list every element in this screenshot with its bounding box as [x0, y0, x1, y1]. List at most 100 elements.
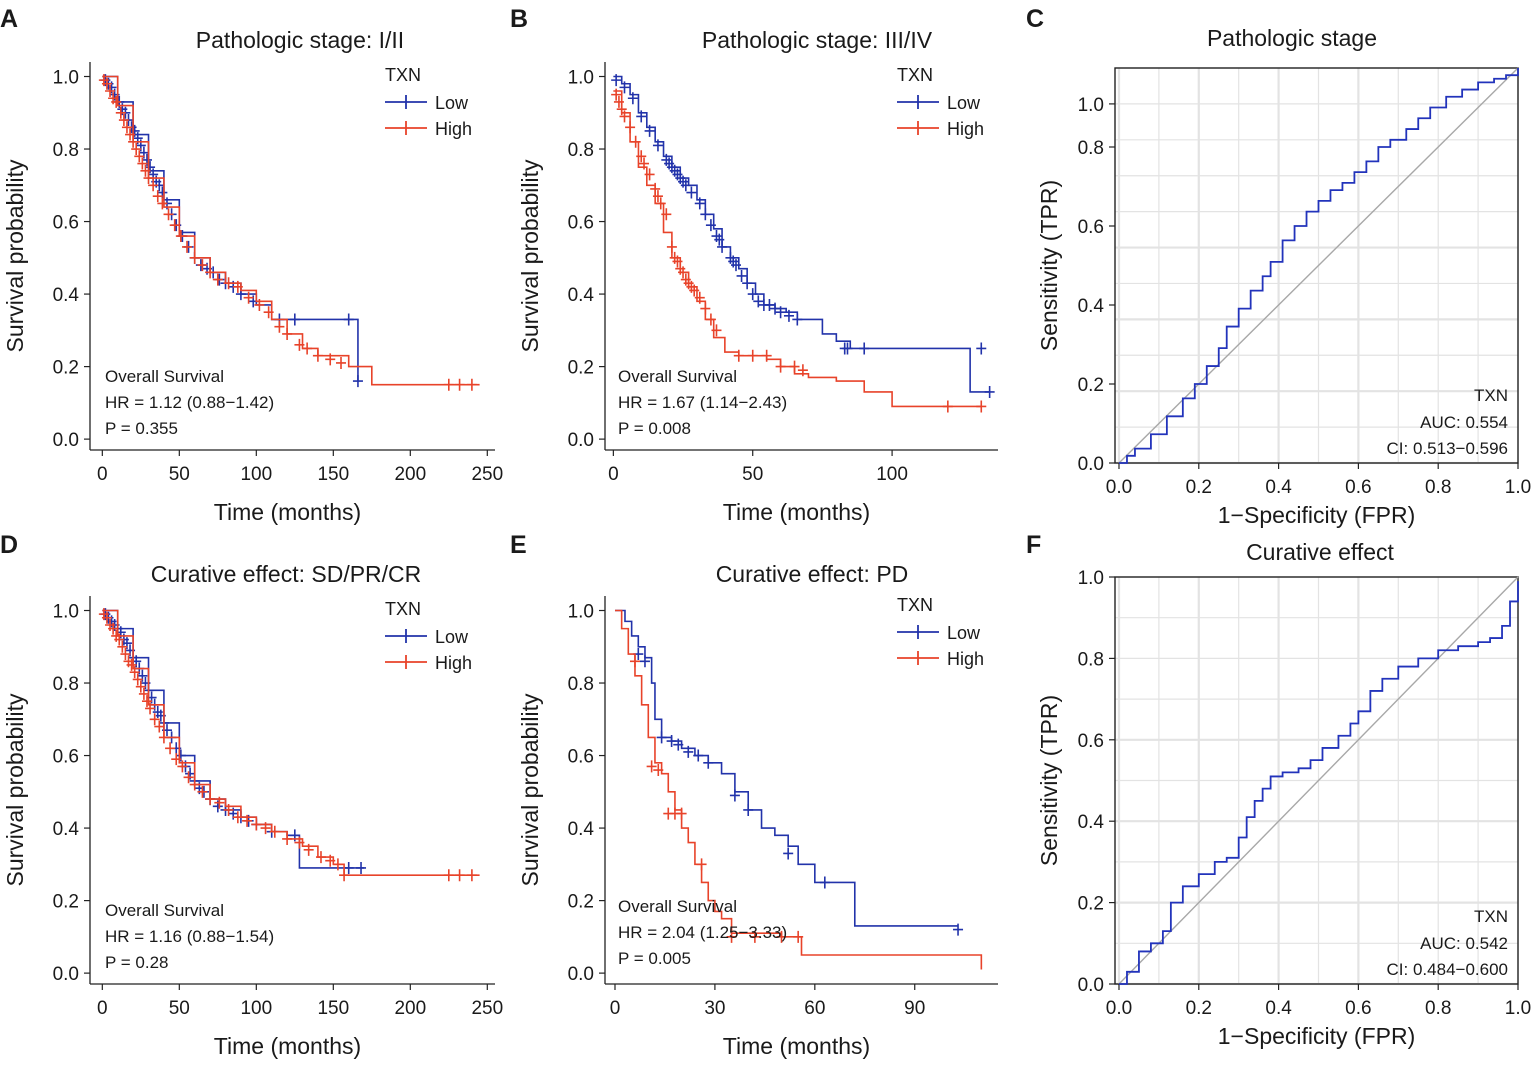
censor-mark-low [356, 861, 367, 874]
censor-mark-high [138, 687, 149, 700]
panel-d-km-plot: D Curative effect: SD/PR/CR 0.0 0.2 0.4 0.6 0.… [0, 531, 503, 1059]
censor-mark-high [625, 121, 636, 134]
y-tick-label: 0.0 [1078, 975, 1104, 996]
censor-mark-low [627, 92, 638, 105]
censor-mark-low [639, 655, 650, 668]
censor-mark-high [158, 731, 169, 744]
censor-mark-high [726, 930, 737, 943]
censor-mark-low [783, 847, 794, 860]
y-tick-label: 0.8 [53, 674, 79, 695]
chart-title: Curative effect: PD [716, 561, 909, 587]
chart-title: Curative effect [1246, 539, 1394, 565]
censor-mark-high [332, 858, 343, 871]
censor-mark-low [717, 240, 728, 253]
censor-mark-low [683, 745, 694, 758]
censor-mark-high [274, 320, 285, 333]
ci-value: CI: 0.513−0.596 [1387, 439, 1508, 458]
censor-mark-low [289, 313, 300, 326]
y-tick-label: 0.4 [1078, 812, 1105, 833]
x-tick-label: 0.2 [1186, 477, 1212, 498]
x-tick-label: 100 [240, 464, 272, 485]
censor-mark-high [242, 814, 253, 827]
censor-mark-low [619, 81, 630, 94]
censor-mark-low [747, 288, 758, 301]
panel-f-roc-plot: F Curative effect 0.0 0.2 0.4 0.6 0.8 1.0 0.0 0.2… [1026, 531, 1531, 1049]
plot-frame [1114, 67, 1519, 464]
censor-mark-high [655, 197, 666, 210]
legend-entry-high: High [947, 119, 984, 139]
censor-mark-high [175, 230, 186, 243]
censor-mark-high [197, 785, 208, 798]
censor-mark-low [343, 861, 354, 874]
km-curve-high [613, 90, 982, 408]
censor-mark-high [141, 695, 152, 708]
censor-mark-high [443, 378, 454, 391]
censor-mark-low [775, 306, 786, 319]
x-tick-label: 1.0 [1505, 998, 1531, 1019]
y-tick-label: 0.8 [53, 140, 79, 161]
auc-value: AUC: 0.554 [1420, 413, 1508, 432]
censor-mark-high [644, 168, 655, 181]
x-tick-label: 0.8 [1425, 998, 1451, 1019]
censor-mark-low [743, 803, 754, 816]
x-tick-label: 0 [97, 998, 108, 1019]
x-tick-label: 50 [169, 998, 190, 1019]
censor-mark-low [680, 179, 691, 192]
censor-mark-high [243, 291, 254, 304]
censor-mark-high [793, 930, 804, 943]
x-axis-label: 1−Specificity (FPR) [1218, 502, 1415, 528]
stats-annotation-line: HR = 1.16 (0.88−1.54) [105, 927, 274, 946]
censor-mark-low [703, 756, 714, 769]
stats-annotation-line: Overall Survival [618, 897, 737, 916]
stats-annotation-line: P = 0.28 [105, 953, 169, 972]
y-tick-label: 1.0 [568, 68, 594, 89]
x-tick-label: 0.0 [1106, 477, 1132, 498]
censor-mark-high [232, 280, 243, 293]
legend-entry-low: Low [435, 93, 469, 113]
x-tick-label: 0.0 [1106, 998, 1132, 1019]
x-tick-label: 1.0 [1505, 477, 1531, 498]
chart-title: Pathologic stage [1207, 25, 1377, 51]
censor-mark-high [619, 110, 630, 123]
y-tick-label: 0.6 [1078, 731, 1104, 752]
censor-mark-high [114, 633, 125, 646]
censor-mark-high [629, 655, 640, 668]
censor-mark-high [269, 825, 280, 838]
censor-mark-high [325, 854, 336, 867]
censor-mark-high [163, 208, 174, 221]
y-tick-label: 0.2 [53, 892, 79, 913]
x-tick-label: 30 [704, 998, 725, 1019]
y-tick-label: 0.4 [53, 819, 80, 840]
x-tick-label: 0.6 [1345, 477, 1371, 498]
censor-mark-high [129, 666, 140, 679]
censor-mark-high [171, 753, 182, 766]
y-tick-label: 0.4 [568, 819, 595, 840]
censor-mark-high [976, 400, 987, 413]
censor-mark-high [140, 164, 151, 177]
censor-mark-low [693, 749, 704, 762]
censor-mark-high [189, 778, 200, 791]
stats-annotation-line: P = 0.008 [618, 419, 691, 438]
y-tick-label: 0.0 [568, 964, 594, 985]
censor-mark-low [753, 295, 764, 308]
x-tick-label: 0 [608, 464, 619, 485]
censor-mark-low [343, 313, 354, 326]
y-tick-label: 1.0 [53, 68, 79, 89]
censor-mark-high [733, 349, 744, 362]
y-tick-label: 0.4 [1078, 296, 1105, 317]
chart-title: Pathologic stage: I/II [196, 27, 404, 53]
y-tick-label: 0.0 [1078, 454, 1104, 475]
y-tick-label: 0.2 [568, 892, 594, 913]
x-tick-label: 60 [804, 998, 825, 1019]
censor-mark-high [118, 114, 129, 127]
censor-mark-high [652, 190, 663, 203]
censor-mark-high [169, 219, 180, 232]
censor-mark-high [672, 255, 683, 268]
censor-mark-high [152, 190, 163, 203]
censor-mark-high [143, 172, 154, 185]
y-axis-label: Survival probability [2, 159, 28, 353]
censor-mark-high [115, 106, 126, 119]
censor-mark-low [652, 139, 663, 152]
panel-a-km-plot: A Pathologic stage: I/II 0.0 0.2 0.4 0.6 0.8 1.… [0, 5, 503, 525]
